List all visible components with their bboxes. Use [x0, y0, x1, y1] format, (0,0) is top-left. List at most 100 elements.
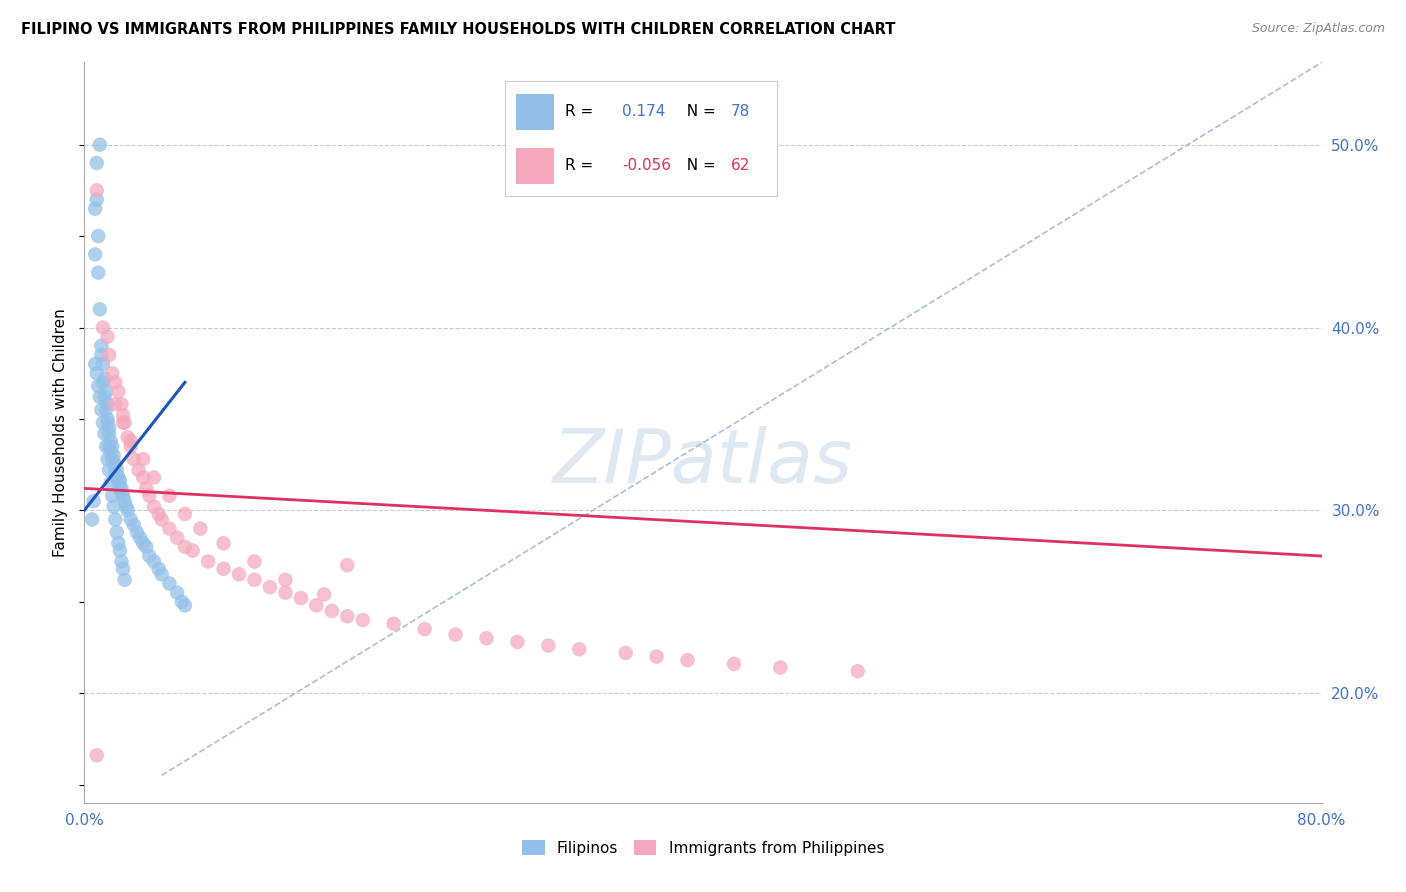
Point	[117, 503, 139, 517]
Point	[413, 622, 436, 636]
Point	[336, 609, 359, 624]
Point	[107, 536, 129, 550]
Point	[86, 366, 108, 380]
Point	[107, 384, 129, 399]
Point	[132, 470, 155, 484]
Point	[96, 416, 118, 430]
Point	[115, 500, 138, 514]
Legend: Filipinos, Immigrants from Philippines: Filipinos, Immigrants from Philippines	[516, 834, 890, 862]
Point	[96, 412, 118, 426]
Point	[112, 562, 135, 576]
Text: FILIPINO VS IMMIGRANTS FROM PHILIPPINES FAMILY HOUSEHOLDS WITH CHILDREN CORRELAT: FILIPINO VS IMMIGRANTS FROM PHILIPPINES …	[21, 22, 896, 37]
Point	[506, 635, 529, 649]
Point	[104, 397, 127, 411]
Point	[104, 467, 127, 481]
Point	[112, 489, 135, 503]
Point	[101, 489, 124, 503]
Point	[846, 664, 869, 678]
Point	[537, 639, 560, 653]
Point	[110, 482, 132, 496]
Point	[150, 512, 173, 526]
Point	[243, 573, 266, 587]
Point	[212, 562, 235, 576]
Point	[212, 536, 235, 550]
Point	[107, 470, 129, 484]
Point	[105, 525, 128, 540]
Point	[107, 475, 129, 490]
Point	[83, 494, 105, 508]
Point	[84, 357, 107, 371]
Point	[135, 540, 157, 554]
Point	[108, 543, 131, 558]
Point	[143, 470, 166, 484]
Point	[129, 531, 152, 545]
Point	[104, 512, 127, 526]
Point	[98, 439, 121, 453]
Text: Source: ZipAtlas.com: Source: ZipAtlas.com	[1251, 22, 1385, 36]
Point	[159, 522, 180, 536]
Point	[188, 522, 211, 536]
Point	[86, 156, 108, 170]
Point	[87, 379, 110, 393]
Point	[110, 485, 132, 500]
Point	[103, 458, 125, 472]
Point	[138, 489, 160, 503]
Point	[103, 449, 125, 463]
Point	[101, 452, 124, 467]
Point	[312, 587, 335, 601]
Point	[676, 653, 699, 667]
Point	[181, 543, 204, 558]
Point	[148, 507, 170, 521]
Point	[120, 512, 142, 526]
Point	[290, 591, 312, 605]
Point	[96, 329, 118, 343]
Point	[108, 482, 131, 496]
Point	[148, 562, 170, 576]
Point	[274, 573, 297, 587]
Point	[94, 439, 117, 453]
Point	[93, 372, 115, 386]
Point	[89, 137, 111, 152]
Point	[174, 540, 197, 554]
Point	[112, 416, 135, 430]
Point	[100, 445, 122, 459]
Point	[84, 202, 107, 216]
Point	[98, 348, 121, 362]
Point	[150, 567, 173, 582]
Point	[110, 554, 132, 568]
Point	[89, 302, 111, 317]
Point	[125, 525, 148, 540]
Point	[122, 517, 145, 532]
Point	[444, 627, 467, 641]
Point	[90, 348, 112, 362]
Point	[274, 585, 297, 599]
Point	[197, 554, 219, 568]
Point	[259, 580, 281, 594]
Point	[93, 390, 115, 404]
Point	[101, 439, 124, 453]
Point	[166, 531, 188, 545]
Point	[98, 463, 121, 477]
Point	[174, 507, 197, 521]
Point	[174, 599, 197, 613]
Point	[84, 247, 107, 261]
Point	[114, 494, 136, 508]
Point	[382, 616, 405, 631]
Point	[90, 402, 112, 417]
Point	[91, 376, 114, 390]
Point	[105, 463, 128, 477]
Point	[96, 452, 118, 467]
Point	[159, 576, 180, 591]
Point	[138, 549, 160, 563]
Point	[143, 554, 166, 568]
Point	[104, 376, 127, 390]
Point	[120, 439, 142, 453]
Point	[645, 649, 668, 664]
Point	[108, 474, 131, 488]
Point	[101, 366, 124, 380]
Y-axis label: Family Households with Children: Family Households with Children	[53, 309, 69, 557]
Point	[114, 573, 136, 587]
Point	[568, 642, 591, 657]
Point	[100, 434, 122, 448]
Point	[100, 475, 122, 490]
